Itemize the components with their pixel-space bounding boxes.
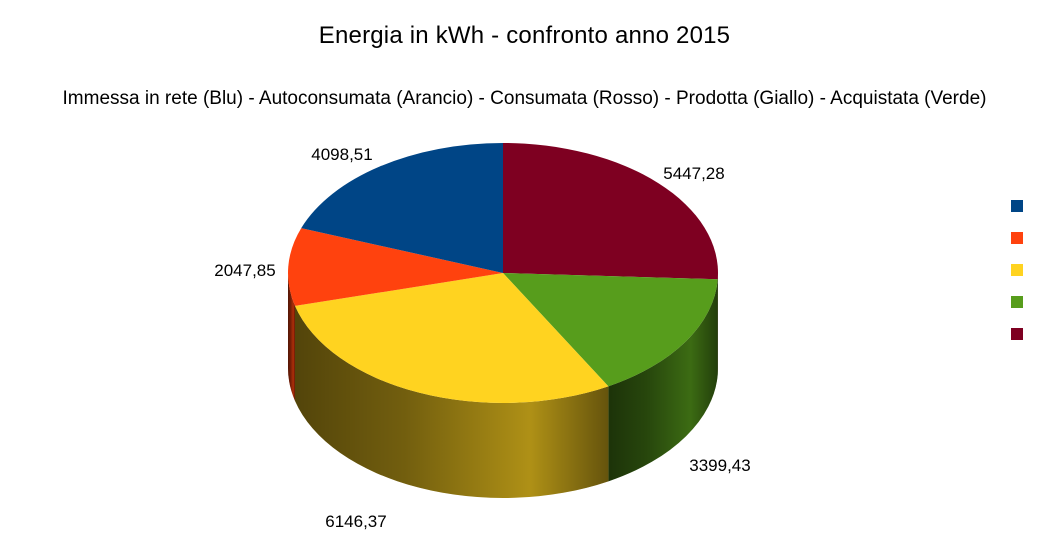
chart-subtitle: Immessa in rete (Blu) - Autoconsumata (A…	[62, 88, 987, 109]
pie-slice-2	[295, 273, 609, 403]
data-label-0: 5447,28	[663, 164, 724, 183]
data-label-4: 4098,51	[311, 145, 372, 164]
data-label-1: 3399,43	[689, 456, 750, 475]
pie-side-shade-2	[295, 305, 609, 498]
pie-slice-3	[288, 228, 503, 306]
pie-side-shade-3	[288, 273, 296, 401]
legend-swatch-0	[1011, 200, 1023, 212]
pie-tops	[288, 143, 718, 403]
legend	[1011, 200, 1025, 360]
legend-swatch-4	[1011, 328, 1023, 340]
chart-title: Energia in kWh - confronto anno 2015	[318, 22, 731, 49]
pie-labels: 5447,28 3399,43 6146,37 2047,85 4098,51	[214, 145, 750, 531]
pie-sides	[288, 273, 718, 498]
pie-slice-0	[503, 143, 718, 280]
pie-slice-1	[503, 273, 718, 387]
data-label-2: 6146,37	[325, 512, 386, 531]
data-label-3: 2047,85	[214, 261, 275, 280]
pie-side-shade-1	[608, 279, 718, 482]
legend-swatch-3	[1011, 296, 1023, 308]
pie-slice-4	[301, 143, 503, 273]
legend-swatch-1	[1011, 232, 1023, 244]
legend-swatch-2	[1011, 264, 1023, 276]
